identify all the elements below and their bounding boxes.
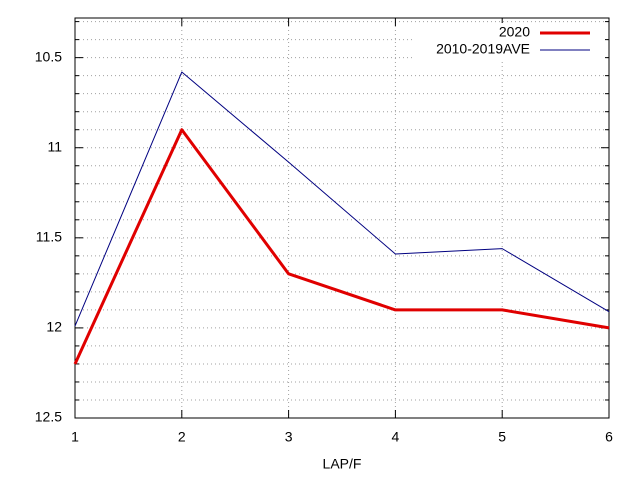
- legend-label: 2010-2019AVE: [436, 41, 530, 57]
- y-tick-label: 12.5: [35, 409, 62, 425]
- x-tick-label: 4: [392, 429, 400, 445]
- x-tick-label: 1: [71, 429, 79, 445]
- x-tick-label: 6: [605, 429, 613, 445]
- plot-frame: [74, 17, 610, 419]
- legend-box: [415, 23, 605, 61]
- y-tick-label: 11.5: [36, 229, 62, 245]
- series-line: [73, 128, 610, 365]
- x-tick-label: 3: [285, 429, 293, 445]
- legend-label: 2020: [499, 24, 530, 40]
- x-tick-label: 5: [498, 429, 506, 445]
- x-tick-label: 2: [178, 429, 186, 445]
- y-tick-label: 12: [46, 319, 62, 335]
- y-tick-label: 11: [47, 138, 62, 154]
- x-axis-label: LAP/F: [323, 456, 362, 472]
- series-line: [74, 71, 610, 327]
- y-tick-label: 10.5: [35, 48, 62, 64]
